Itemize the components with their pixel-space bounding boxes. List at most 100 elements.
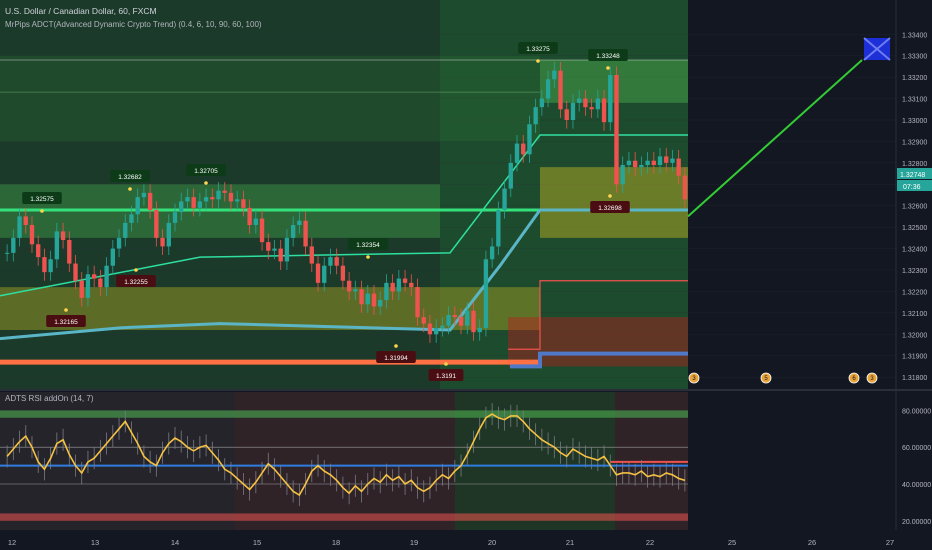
candle-body [29,225,35,245]
date-tick-label: 21 [566,538,574,547]
candle-body [191,197,196,208]
date-tick-label: 22 [646,538,654,547]
date-tick-label: 27 [886,538,894,547]
candle-body [328,257,333,266]
trend-projection-line [687,59,863,218]
annotation-marker [366,255,370,259]
price-candles [4,62,688,343]
candle-body [36,244,41,258]
candle-body [626,160,632,165]
event-badge [688,372,700,384]
annotation-label: 1.3191 [436,373,456,380]
candle-body [539,98,545,108]
event-badge [760,372,772,384]
annotation-box [110,170,150,182]
red-band [508,317,688,367]
candle-body [527,124,532,155]
rsi-panel [0,403,688,521]
candle-body [664,156,669,163]
rsi-tick-label: 80.00000 [902,408,931,415]
candle-body [608,75,613,123]
annotation-label: 1.32698 [598,205,622,212]
annotation-label: 1.32705 [194,168,218,175]
candle-body [359,289,364,305]
candle-body [129,214,134,223]
countdown-box [897,180,932,191]
candle-body [489,246,495,260]
candle-body [465,310,470,326]
candle-body [73,263,78,281]
annotation-box [376,351,416,363]
candle-body [421,317,426,324]
candle-body [98,278,103,288]
countdown-label: 07:36 [903,184,921,191]
candle-body [110,248,115,266]
price-annotations: 1.32575 1.32682 1.32705 1.32354 1.33275 1.332… [22,42,878,384]
annotation-marker [536,59,540,63]
candle-body [259,218,265,243]
candle-body [235,199,240,202]
price-tick-label: 1.32200 [902,289,927,296]
annotation-marker [444,362,448,366]
annotation-box [348,238,388,250]
candle-body [483,259,489,328]
last-price-box [897,168,932,179]
candle-body [60,231,66,240]
price-tick-label: 1.33300 [902,54,927,61]
rsi-tick-label: 20.00000 [902,519,931,526]
candle-body [639,165,644,168]
candle-body [496,210,501,247]
candle-body [253,218,259,225]
candle-body [577,98,582,103]
candle-body [583,98,588,108]
rsi-tick-label: 40.00000 [902,482,931,489]
price-tick-label: 1.32800 [902,161,927,168]
candle-body [632,160,638,168]
candle-body [185,197,190,202]
candle-body [309,246,314,264]
symbol-title: U.S. Dollar / Canadian Dollar, 60, FXCM [5,6,157,16]
candle-body [278,248,283,262]
rsi-title: ADTS RSI addOn (14, 7) [5,394,94,403]
date-tick-label: 14 [171,538,179,547]
candle-body [247,207,252,225]
date-tick-label: 15 [253,538,261,547]
price-tick-label: 1.33100 [902,97,927,104]
annotation-box [590,201,630,213]
candle-body [154,210,159,238]
candle-body [502,188,507,210]
candle-body [514,143,520,163]
annotation-marker [204,181,208,185]
annotation-box [518,42,558,54]
annotation-box [46,315,86,327]
annotation-marker [40,209,44,213]
candle-body [17,216,22,238]
candle-body [85,274,91,298]
candle-body [521,143,526,155]
date-tick-label: 26 [808,538,816,547]
candle-body [589,107,594,110]
annotation-label: 1.32682 [118,174,142,181]
candle-body [645,160,650,165]
candle-body [452,315,457,318]
price-tick-label: 1.31900 [902,354,927,361]
green-band-peak [540,60,688,103]
annotation-label: 1.33275 [526,46,550,53]
last-price-label: 1.32748 [900,172,925,179]
candle-body [297,220,302,225]
candle-body [322,265,327,283]
candle-body [266,242,271,251]
candle-body [570,102,576,120]
candle-body [141,192,147,198]
candle-body [533,107,538,125]
event-badge [848,372,860,384]
annotation-marker [608,194,612,198]
annotation-label: 1.32165 [54,319,78,326]
annotation-box [588,49,628,61]
candle-body [396,278,402,292]
annotation-box [116,275,156,287]
annotation-box [186,164,226,176]
candle-body [657,156,663,165]
candle-body [378,300,383,307]
